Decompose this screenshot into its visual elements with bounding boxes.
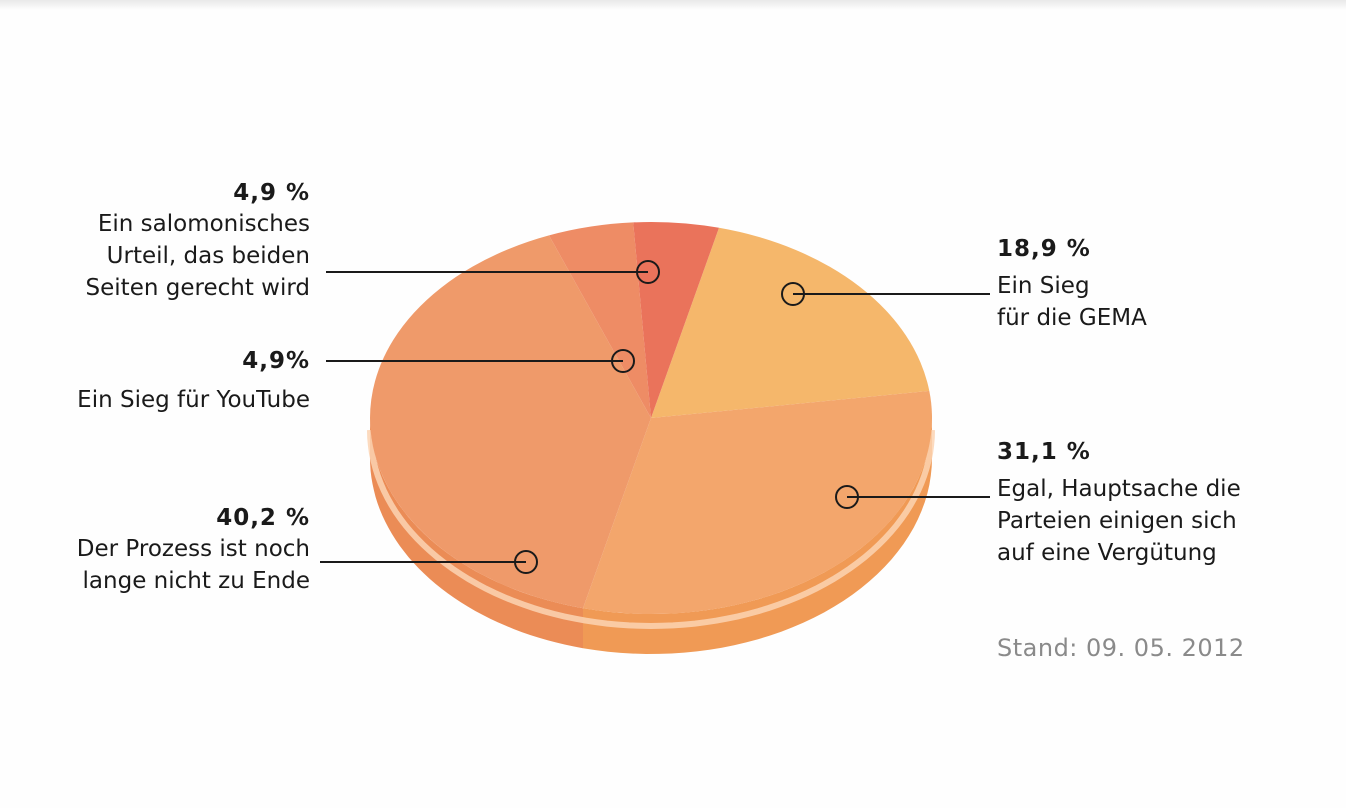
top-edge-shading xyxy=(0,0,1346,10)
pie-slice-gema xyxy=(651,227,930,418)
pct-label-youtube: 4,9% xyxy=(242,348,310,374)
label-egal: 31,1 % Egal, Hauptsache die Parteien ein… xyxy=(997,437,1317,569)
desc-label-prozess-1: Der Prozess ist noch xyxy=(76,536,310,562)
label-prozess: 40,2 % Der Prozess ist noch lange nicht … xyxy=(40,503,310,597)
pie-rim-highlight xyxy=(367,429,935,630)
leader-marker-gema xyxy=(781,282,805,306)
label-youtube: 4,9% Ein Sieg für YouTube xyxy=(40,346,310,416)
desc-label-egal-2: Parteien einigen sich xyxy=(997,508,1237,534)
desc-label-gema-2: für die GEMA xyxy=(997,305,1147,331)
pct-label-gema: 18,9 % xyxy=(997,236,1091,262)
desc-label-youtube-1: Ein Sieg für YouTube xyxy=(77,387,310,413)
pct-label-prozess: 40,2 % xyxy=(216,505,310,531)
pie-slice-egal xyxy=(583,390,933,615)
desc-label-salomonisch-3: Seiten gerecht wird xyxy=(85,275,310,301)
desc-label-egal-3: auf eine Vergütung xyxy=(997,540,1217,566)
desc-label-salomonisch-1: Ein salomonisches xyxy=(97,211,310,237)
desc-label-gema-1: Ein Sieg xyxy=(997,273,1090,299)
label-salomonisch: 4,9 % Ein salomonisches Urteil, das beid… xyxy=(40,178,310,304)
desc-label-egal-1: Egal, Hauptsache die xyxy=(997,476,1241,502)
pie-slice-salomonisch xyxy=(633,221,719,418)
leader-marker-egal xyxy=(835,485,859,509)
leader-marker-prozess xyxy=(514,550,538,574)
desc-label-salomonisch-2: Urteil, das beiden xyxy=(106,243,310,269)
pie-slice-prozess xyxy=(370,235,651,609)
desc-label-prozess-2: lange nicht zu Ende xyxy=(82,568,310,594)
leader-marker-youtube xyxy=(611,349,635,373)
label-gema: 18,9 % Ein Sieg für die GEMA xyxy=(997,234,1317,334)
pct-label-egal: 31,1 % xyxy=(997,439,1091,465)
date-note: Stand: 09. 05. 2012 xyxy=(997,634,1245,662)
pct-label-salomonisch: 4,9 % xyxy=(233,180,310,206)
leader-marker-salomonisch xyxy=(636,260,660,284)
pie-side-egal xyxy=(583,418,932,654)
